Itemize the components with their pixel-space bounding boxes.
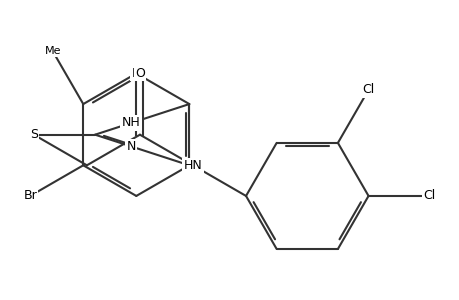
Text: HN: HN (183, 159, 202, 172)
Text: Cl: Cl (423, 189, 435, 203)
Text: N: N (126, 140, 135, 153)
Text: N: N (131, 67, 141, 80)
Text: NH: NH (122, 116, 140, 130)
Text: Cl: Cl (362, 83, 374, 96)
Text: O: O (134, 67, 145, 80)
Text: Me: Me (44, 46, 61, 56)
Text: Br: Br (23, 189, 37, 203)
Text: S: S (30, 128, 38, 141)
